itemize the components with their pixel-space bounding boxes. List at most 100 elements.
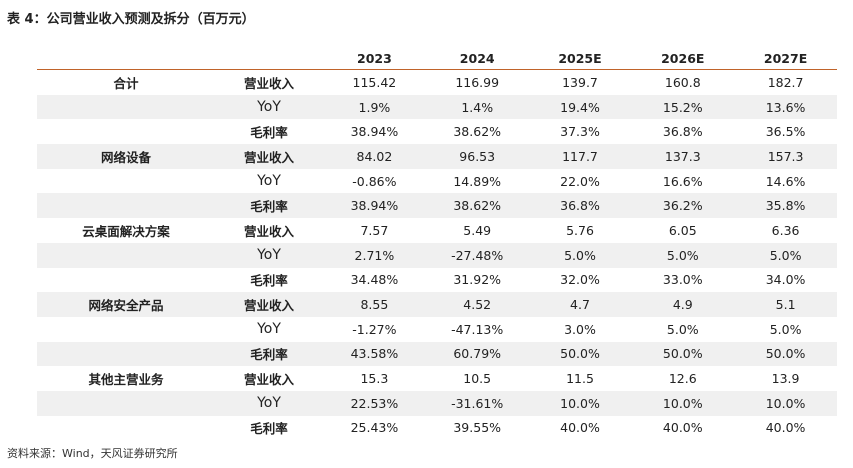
metric-label: YoY <box>257 321 281 338</box>
value-cell: 38.62% <box>453 124 502 140</box>
value-cell: 137.3 <box>664 148 701 164</box>
value-cell: 50.0% <box>765 346 806 362</box>
value-cell: 10.0% <box>560 395 600 411</box>
value-cell: 43.58% <box>350 346 399 362</box>
value-cell: 36.2% <box>662 198 703 214</box>
value-cell: 13.9 <box>771 371 800 387</box>
table-body: 合计 营业收入 115.42 116.99 139.7 160.8 182.7 YoY 1.9%… <box>37 70 837 440</box>
metric-label: 营业收入 <box>243 298 294 314</box>
table-row: 毛利率 43.58% 60.79% 50.0% 50.0% 50.0% <box>37 341 837 367</box>
value-cell: 10.5 <box>463 371 492 387</box>
table-row: YoY 22.53% -31.61% 10.0% 10.0% 10.0% <box>37 390 837 416</box>
value-cell: 16.6% <box>662 173 703 189</box>
table-row: 网络安全产品 营业收入 8.55 4.52 4.7 4.9 5.1 <box>37 292 837 317</box>
segment-label: 云桌面解决方案 <box>82 223 170 239</box>
table-row: 毛利率 38.94% 38.62% 37.3% 36.8% 36.5% <box>37 119 837 144</box>
value-cell: 157.3 <box>767 148 804 164</box>
metric-label: YoY <box>257 99 281 116</box>
metric-label: 营业收入 <box>243 372 294 388</box>
value-cell: -31.61% <box>451 395 504 411</box>
value-cell: 15.3 <box>360 371 389 387</box>
value-cell: 14.89% <box>453 173 502 189</box>
metric-label: 毛利率 <box>250 421 288 437</box>
value-cell: 38.62% <box>453 198 502 214</box>
value-cell: 5.76 <box>566 222 594 238</box>
table-row: YoY 2.71% -27.48% 5.0% 5.0% 5.0% <box>37 242 837 268</box>
table-caption: 表 4：公司营业收入预测及拆分（百万元） <box>7 12 255 27</box>
value-cell: 60.79% <box>453 346 502 362</box>
value-cell: 5.0% <box>769 247 802 263</box>
value-cell: 36.5% <box>765 124 806 140</box>
value-cell: 84.02 <box>356 148 393 164</box>
value-cell: -1.27% <box>352 321 397 337</box>
value-cell: 5.49 <box>463 222 492 238</box>
segment-label: 合计 <box>113 75 139 91</box>
value-cell: 36.8% <box>662 124 703 140</box>
header-year: 2025E <box>558 50 602 66</box>
table-row: YoY -1.27% -47.13% 3.0% 5.0% 5.0% <box>37 317 837 342</box>
segment-label: 网络安全产品 <box>88 298 164 314</box>
value-cell: 11.5 <box>566 371 594 387</box>
value-cell: -47.13% <box>451 321 504 337</box>
value-cell: 139.7 <box>562 74 598 90</box>
value-cell: 6.36 <box>771 222 800 238</box>
value-cell: 40.0% <box>560 420 600 436</box>
table-row: YoY -0.86% 14.89% 22.0% 16.6% 14.6% <box>37 169 837 194</box>
table-row: 其他主营业务 营业收入 15.3 10.5 11.5 12.6 13.9 <box>37 366 837 391</box>
value-cell: -27.48% <box>451 247 504 263</box>
value-cell: 10.0% <box>765 395 806 411</box>
value-cell: -0.86% <box>352 173 397 189</box>
value-cell: 4.7 <box>570 297 590 313</box>
header-year: 2024 <box>459 50 495 66</box>
table-row: 毛利率 25.43% 39.55% 40.0% 40.0% 40.0% <box>37 416 837 441</box>
value-cell: 39.55% <box>453 420 502 436</box>
value-cell: 5.0% <box>666 247 699 263</box>
metric-label: YoY <box>257 247 281 264</box>
value-cell: 22.0% <box>560 173 600 189</box>
table-header-row: 2023 2024 2025E 2026E 2027E <box>37 47 837 70</box>
segment-label: 其他主营业务 <box>88 372 164 388</box>
value-cell: 3.0% <box>564 321 596 337</box>
value-cell: 1.4% <box>461 99 494 115</box>
value-cell: 160.8 <box>664 74 701 90</box>
value-cell: 15.2% <box>662 99 703 115</box>
table-row: 网络设备 营业收入 84.02 96.53 117.7 137.3 157.3 <box>37 144 837 169</box>
table-row: 毛利率 34.48% 31.92% 32.0% 33.0% 34.0% <box>37 268 837 293</box>
value-cell: 38.94% <box>350 124 399 140</box>
value-cell: 13.6% <box>765 99 806 115</box>
metric-label: 营业收入 <box>243 223 294 239</box>
value-cell: 31.92% <box>453 272 502 288</box>
value-cell: 36.8% <box>560 198 600 214</box>
header-year: 2026E <box>661 50 705 66</box>
value-cell: 4.52 <box>463 297 492 313</box>
source-note: 资料来源：Wind，天风证券研究所 <box>7 447 178 460</box>
value-cell: 32.0% <box>560 272 600 288</box>
value-cell: 115.42 <box>352 74 397 90</box>
value-cell: 37.3% <box>560 124 600 140</box>
value-cell: 34.48% <box>350 272 399 288</box>
value-cell: 182.7 <box>767 74 804 90</box>
metric-label: 毛利率 <box>250 199 288 215</box>
value-cell: 5.0% <box>666 321 699 337</box>
value-cell: 38.94% <box>350 198 399 214</box>
value-cell: 5.1 <box>775 297 796 313</box>
value-cell: 116.99 <box>455 74 500 90</box>
value-cell: 96.53 <box>459 148 496 164</box>
metric-label: YoY <box>257 173 281 190</box>
value-cell: 7.57 <box>360 222 389 238</box>
value-cell: 6.05 <box>668 222 697 238</box>
metric-label: 毛利率 <box>250 347 288 363</box>
value-cell: 19.4% <box>560 99 600 115</box>
value-cell: 10.0% <box>662 395 703 411</box>
header-year: 2027E <box>763 50 808 66</box>
value-cell: 22.53% <box>350 395 399 411</box>
value-cell: 5.0% <box>769 321 802 337</box>
table-row: 合计 营业收入 115.42 116.99 139.7 160.8 182.7 <box>37 70 837 95</box>
metric-label: 毛利率 <box>250 273 288 289</box>
value-cell: 2.71% <box>354 247 395 263</box>
value-cell: 50.0% <box>560 346 600 362</box>
table-row: YoY 1.9% 1.4% 19.4% 15.2% 13.6% <box>37 94 837 120</box>
value-cell: 117.7 <box>562 148 598 164</box>
metric-label: 营业收入 <box>243 75 294 91</box>
metric-label: 营业收入 <box>243 149 294 165</box>
